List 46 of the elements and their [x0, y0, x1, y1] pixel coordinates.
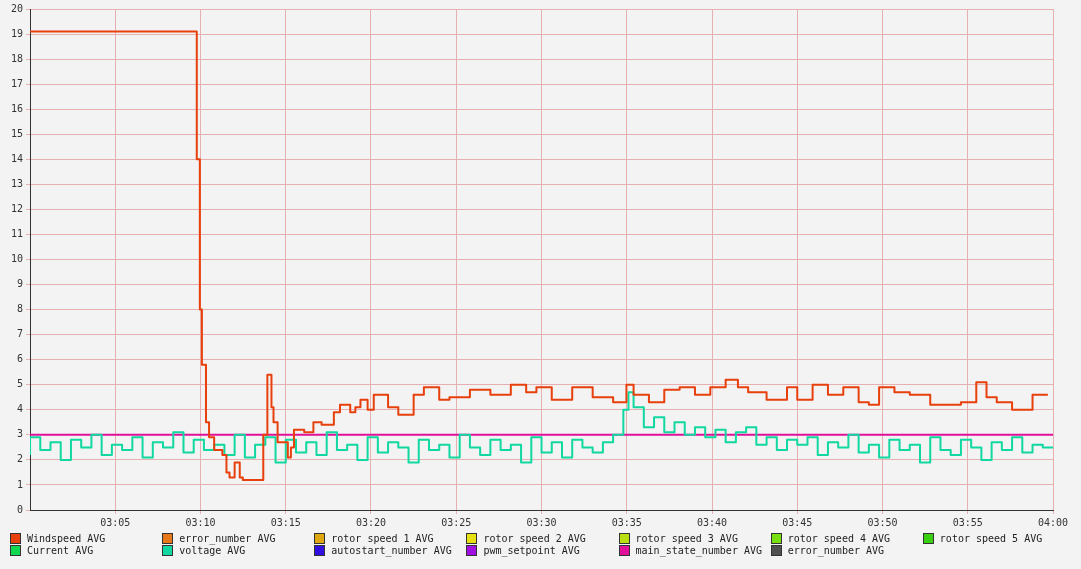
legend-label: rotor speed 2 AVG [483, 533, 586, 544]
legend-label: rotor speed 3 AVG [635, 533, 738, 544]
x-tick-label: 03:05 [100, 516, 131, 528]
legend-label: Windspeed AVG [27, 533, 106, 544]
legend-label: error_number AVG [787, 545, 885, 556]
legend-label: autostart_number AVG [331, 545, 452, 556]
y-tick-label: 6 [17, 353, 24, 365]
x-tick-label: 03:35 [611, 516, 642, 528]
y-tick-label: 18 [10, 52, 24, 64]
y-tick-label: 17 [10, 77, 24, 89]
x-tick-label: 03:25 [441, 516, 472, 528]
y-tick-label: 20 [10, 2, 24, 14]
x-tick-label: 03:45 [782, 516, 813, 528]
y-tick-label: 0 [17, 503, 24, 515]
x-tick-label: 03:15 [270, 516, 301, 528]
legend-label: Current AVG [27, 545, 94, 556]
y-tick-label: 3 [17, 428, 24, 440]
legend-label: pwm_setpoint AVG [483, 545, 580, 556]
x-tick-label: 03:55 [952, 516, 983, 528]
y-tick-label: 15 [10, 127, 24, 139]
x-tick-label: 03:50 [867, 516, 898, 528]
y-tick-label: 14 [10, 152, 24, 164]
y-tick-label: 9 [17, 278, 24, 290]
legend-label: rotor speed 5 AVG [939, 533, 1043, 544]
y-tick-label: 11 [10, 228, 24, 240]
y-tick-label: 10 [10, 253, 24, 265]
legend-label: voltage AVG [179, 545, 246, 556]
y-tick-label: 19 [10, 27, 24, 39]
legend-label: rotor speed 1 AVG [331, 533, 434, 544]
legend-label: rotor speed 4 AVG [787, 533, 891, 544]
y-tick-label: 2 [17, 453, 24, 465]
y-tick-label: 16 [10, 102, 24, 114]
x-tick-label: 04:00 [1037, 516, 1069, 528]
y-tick-label: 7 [17, 328, 24, 340]
y-tick-label: 12 [10, 202, 24, 214]
x-tick-label: 03:40 [696, 516, 728, 528]
y-tick-label: 8 [17, 303, 24, 315]
legend-label: main_state_number AVG [635, 545, 762, 556]
y-tick-label: 13 [10, 177, 24, 189]
x-tick-label: 03:10 [185, 516, 216, 528]
y-tick-label: 1 [17, 478, 24, 490]
legend-label: error_number AVG [179, 533, 276, 544]
y-tick-label: 4 [17, 403, 24, 415]
x-tick-label: 03:30 [526, 516, 557, 528]
y-tick-label: 5 [17, 378, 24, 390]
x-tick-label: 03:20 [355, 516, 387, 528]
